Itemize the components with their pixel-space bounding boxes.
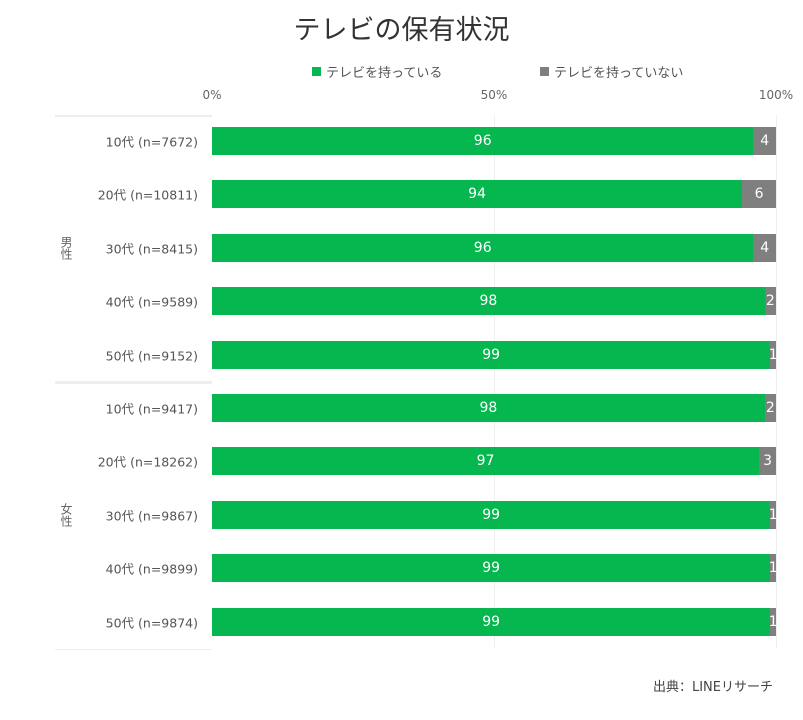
data-label: 99	[482, 613, 501, 630]
group-label: 男性	[59, 236, 73, 260]
bar-has-tv: 99	[212, 500, 771, 529]
bar-no-tv: 1	[770, 500, 776, 529]
bar-has-tv: 96	[212, 127, 754, 155]
category-label: 40代 (n=9899)	[105, 561, 198, 577]
bar-has-tv: 99	[212, 554, 771, 583]
data-label: 6	[754, 186, 764, 203]
category-label: 40代 (n=9589)	[105, 294, 198, 310]
data-label: 99	[482, 346, 501, 363]
bar-has-tv: 97	[212, 447, 760, 476]
data-label: 96	[473, 133, 492, 149]
bar-has-tv: 99	[212, 340, 771, 369]
data-label: 99	[482, 560, 501, 577]
bar-no-tv: 6	[742, 180, 776, 209]
gridline	[494, 115, 495, 648]
bar-no-tv: 2	[764, 394, 776, 422]
bar-has-tv: 94	[212, 180, 743, 209]
category-label: 30代 (n=8415)	[105, 241, 198, 257]
chart-title: テレビの保有状況	[293, 15, 510, 46]
data-label: 4	[760, 239, 770, 256]
data-label: 98	[479, 293, 498, 310]
bar-no-tv: 1	[770, 607, 776, 636]
bar-no-tv: 4	[753, 127, 776, 155]
category-label: 50代 (n=9874)	[105, 615, 198, 631]
category-label: 50代 (n=9152)	[105, 348, 198, 364]
category-label: 20代 (n=18262)	[97, 454, 198, 470]
bar-has-tv: 98	[212, 394, 765, 422]
data-label: 1	[770, 613, 776, 630]
bar-no-tv: 4	[753, 233, 776, 262]
category-label: 10代 (n=9417)	[105, 401, 198, 417]
bar-has-tv: 98	[212, 287, 765, 316]
group-panel	[55, 115, 212, 384]
legend-label: テレビを持っていない	[554, 66, 684, 81]
legend-swatch	[540, 67, 549, 76]
bar-no-tv: 1	[770, 554, 776, 583]
category-label: 10代 (n=7672)	[105, 134, 198, 150]
bar-has-tv: 99	[212, 607, 771, 636]
data-label: 97	[476, 453, 495, 470]
legend-swatch	[312, 67, 321, 76]
data-label: 94	[468, 186, 486, 203]
group-label: 女性	[59, 503, 73, 527]
data-label: 99	[482, 506, 501, 523]
x-tick: 50%	[480, 88, 508, 102]
bar-no-tv: 3	[759, 447, 776, 476]
category-label: 20代 (n=10811)	[97, 187, 198, 203]
data-label: 98	[479, 400, 498, 416]
bar-no-tv: 2	[764, 287, 776, 316]
group-panel	[55, 381, 212, 650]
x-tick: 100%	[758, 88, 794, 102]
data-label: 3	[763, 453, 772, 470]
bar-no-tv: 1	[770, 340, 776, 369]
data-label: 2	[765, 293, 775, 310]
data-label: 1	[770, 560, 776, 577]
category-label: 30代 (n=9867)	[105, 508, 198, 524]
bar-has-tv: 96	[212, 233, 754, 262]
data-label: 2	[765, 400, 775, 416]
legend-item-has-tv: テレビを持っている	[312, 62, 442, 81]
data-label: 1	[770, 506, 776, 523]
data-label: 1	[770, 346, 776, 363]
data-label: 4	[760, 133, 770, 149]
gridline	[776, 115, 777, 648]
source-note: 出典：LINEリサーチ	[652, 680, 773, 695]
legend-label: テレビを持っている	[326, 66, 443, 81]
data-label: 96	[473, 239, 492, 256]
x-tick: 0%	[202, 88, 222, 102]
legend-item-no-tv: テレビを持っていない	[540, 62, 683, 81]
